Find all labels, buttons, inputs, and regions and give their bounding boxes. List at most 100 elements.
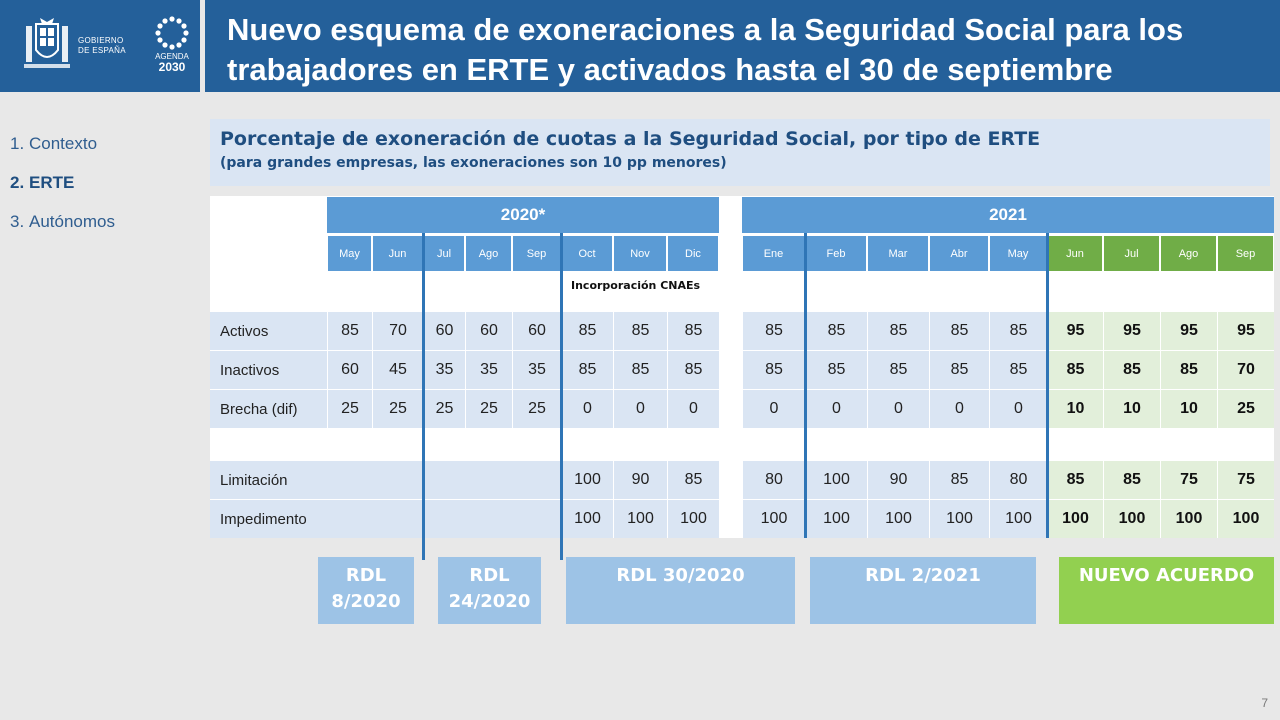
- cnae-note: Incorporación CNAEs: [571, 279, 701, 292]
- month-header: Feb: [806, 236, 866, 271]
- law-label-line: NUEVO ACUERDO: [1078, 565, 1255, 586]
- empty-cell: [465, 500, 512, 538]
- empty-cell: [327, 461, 372, 499]
- table-cell: 85: [929, 461, 989, 499]
- empty-cell: [423, 461, 465, 499]
- table-cell: 100: [667, 500, 719, 538]
- table-cell: 0: [805, 390, 867, 428]
- row-background: [742, 312, 1047, 350]
- table-cell: 85: [1103, 461, 1160, 499]
- table-cell: 95: [1217, 312, 1274, 350]
- table-cell: 35: [512, 351, 561, 389]
- table-cell: 25: [512, 390, 561, 428]
- table-cell: 100: [742, 500, 805, 538]
- nav-item-label: Autónomos: [29, 212, 115, 231]
- row-label: Impedimento: [220, 510, 307, 528]
- row-background: [742, 390, 1047, 428]
- table-cell: 0: [989, 390, 1047, 428]
- table-cell: 80: [742, 461, 805, 499]
- table-cell: 70: [372, 312, 423, 350]
- table-cell: 85: [1103, 351, 1160, 389]
- table-cell: 85: [561, 312, 613, 350]
- table-cell: 85: [613, 312, 667, 350]
- law-box: RDL 24/2020: [438, 557, 541, 624]
- table-cell: 0: [867, 390, 929, 428]
- gov-line2: DE ESPAÑA: [78, 46, 126, 55]
- table-cell: 100: [867, 500, 929, 538]
- table-cell: 85: [327, 312, 372, 350]
- empty-cell: [372, 500, 423, 538]
- table-cell: 90: [867, 461, 929, 499]
- row-background: [210, 390, 719, 428]
- period-divider: [804, 233, 807, 538]
- empty-cell: [512, 500, 561, 538]
- law-box: RDL 2/2021: [810, 557, 1036, 624]
- month-header: Ene: [743, 236, 804, 271]
- table-cell: 95: [1103, 312, 1160, 350]
- row-label: Limitación: [220, 471, 288, 489]
- period-divider: [560, 233, 563, 538]
- month-header: May: [990, 236, 1046, 271]
- nav-item-number: 2.: [10, 173, 25, 192]
- table-cell: 25: [423, 390, 465, 428]
- period-divider-extension: [560, 538, 563, 560]
- empty-cell: [423, 500, 465, 538]
- nav-item-erte[interactable]: 2. ERTE: [10, 173, 115, 212]
- month-header: Nov: [614, 236, 666, 271]
- nav-item-label: Contexto: [29, 134, 98, 153]
- row-background: [742, 500, 1047, 538]
- table-cell: 85: [989, 351, 1047, 389]
- nav-item-autonomos[interactable]: 3. Autónomos: [10, 212, 115, 251]
- table-cell: 95: [1160, 312, 1217, 350]
- empty-cell: [465, 461, 512, 499]
- table-cell: 100: [805, 500, 867, 538]
- title-bar: Nuevo esquema de exoneraciones a la Segu…: [205, 0, 1280, 92]
- table-cell: 75: [1160, 461, 1217, 499]
- table-subtitle: (para grandes empresas, las exoneracione…: [220, 155, 727, 171]
- table-cell: 95: [1047, 312, 1103, 350]
- nav-item-contexto[interactable]: 1. Contexto: [10, 134, 115, 173]
- month-header: Abr: [930, 236, 988, 271]
- gov-line1: GOBIERNO: [78, 36, 124, 45]
- table-cell: 0: [667, 390, 719, 428]
- table-cell: 100: [805, 461, 867, 499]
- table-cell: 85: [929, 351, 989, 389]
- table-cell: 90: [613, 461, 667, 499]
- month-header: Jul: [424, 236, 464, 271]
- agenda-word: AGENDA: [155, 52, 189, 61]
- empty-cell: [327, 500, 372, 538]
- table-cell: 100: [1160, 500, 1217, 538]
- law-label-line: RDL 30/2020: [616, 565, 745, 586]
- coat-of-arms-icon: [24, 18, 70, 68]
- table-cell: 35: [465, 351, 512, 389]
- row-background: [210, 312, 719, 350]
- table-cell: 100: [929, 500, 989, 538]
- table-cell: 100: [1103, 500, 1160, 538]
- table-cell: 85: [742, 312, 805, 350]
- period-divider-extension: [422, 538, 425, 560]
- month-header: Jun: [1048, 236, 1102, 271]
- exoneration-table: 2020* 2021 May Jun Jul Ago Sep Oct Nov Dic Ene Feb M…: [210, 196, 1274, 538]
- row-background: [742, 461, 1047, 499]
- logo-panel: GOBIERNO DE ESPAÑA AGENDA 2030: [0, 0, 200, 92]
- law-label-line: RDL: [345, 565, 387, 586]
- page-number: 7: [1261, 696, 1268, 710]
- month-header: Jul: [1104, 236, 1159, 271]
- agenda-2030-icon: [155, 16, 189, 50]
- table-cell: 100: [1047, 500, 1103, 538]
- agenda-label: AGENDA 2030: [148, 52, 196, 74]
- table-cell: 85: [561, 351, 613, 389]
- law-box: NUEVO ACUERDO: [1059, 557, 1274, 624]
- table-cell: 45: [372, 351, 423, 389]
- table-cell: 25: [1217, 390, 1274, 428]
- period-divider: [1046, 233, 1049, 538]
- table-cell: 100: [1217, 500, 1274, 538]
- table-cell: 85: [867, 312, 929, 350]
- table-cell: 70: [1217, 351, 1274, 389]
- month-header: Ago: [1161, 236, 1216, 271]
- table-cell: 85: [1047, 461, 1103, 499]
- table-cell: 10: [1047, 390, 1103, 428]
- law-label-line: RDL 2/2021: [865, 565, 981, 586]
- table-cell: 0: [561, 390, 613, 428]
- month-header: May: [328, 236, 371, 271]
